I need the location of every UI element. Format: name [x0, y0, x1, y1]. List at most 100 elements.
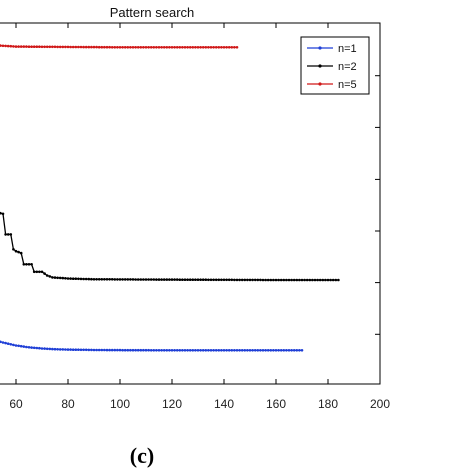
series-point-n=2: [324, 278, 327, 282]
series-point-n=5: [144, 46, 148, 49]
series-point-n=2: [321, 278, 325, 282]
series-point-n=1: [277, 349, 280, 352]
series-point-n=5: [58, 45, 62, 49]
x-tick-label: 140: [214, 397, 234, 411]
series-point-n=5: [214, 46, 218, 49]
series-point-n=5: [32, 45, 36, 48]
series-point-n=1: [12, 343, 15, 347]
series-point-n=2: [100, 278, 104, 281]
x-tick-label: 100: [110, 397, 130, 411]
series-point-n=1: [290, 349, 293, 352]
series-point-n=1: [6, 342, 10, 346]
series-point-n=1: [139, 348, 143, 352]
series-point-n=1: [9, 343, 13, 346]
series-point-n=1: [298, 349, 301, 352]
series-point-n=5: [6, 44, 10, 48]
series-point-n=2: [110, 278, 114, 281]
series-point-n=1: [74, 348, 78, 352]
series-point-n=2: [204, 278, 208, 282]
series-point-n=5: [110, 46, 114, 49]
series-point-n=5: [199, 46, 202, 49]
series-point-n=5: [123, 46, 127, 49]
series-point-n=1: [22, 345, 26, 348]
series-point-n=1: [51, 347, 54, 351]
series-point-n=1: [27, 346, 31, 349]
series-point-n=2: [173, 278, 176, 281]
series-point-n=5: [84, 45, 88, 49]
series-point-n=1: [92, 348, 96, 352]
series-point-n=2: [279, 278, 283, 282]
legend-marker-n=1: [318, 46, 322, 50]
series-point-n=2: [253, 278, 257, 282]
series-point-n=2: [305, 278, 309, 282]
series-point-n=5: [194, 46, 197, 49]
series-point-n=2: [108, 278, 111, 281]
series-point-n=2: [61, 276, 65, 280]
series-point-n=1: [214, 349, 218, 352]
series-point-n=1: [292, 349, 296, 352]
series-point-n=2: [77, 277, 80, 281]
series-point-n=2: [136, 278, 140, 281]
series-point-n=1: [300, 349, 304, 352]
series-point-n=2: [9, 233, 13, 236]
series-point-n=5: [222, 46, 226, 49]
series-point-n=2: [129, 278, 132, 281]
series-point-n=1: [251, 349, 254, 352]
series-point-n=5: [35, 45, 39, 48]
series-point-n=2: [25, 263, 28, 266]
series-point-n=1: [123, 348, 127, 352]
series-point-n=2: [126, 278, 130, 281]
series-point-n=2: [274, 278, 278, 282]
series-point-n=2: [326, 278, 330, 282]
series-point-n=2: [32, 270, 36, 274]
series-point-n=2: [134, 278, 137, 281]
series-point-n=1: [131, 348, 135, 352]
series-point-n=1: [66, 348, 70, 351]
series-point-n=2: [316, 278, 319, 282]
legend-marker-n=5: [318, 82, 322, 86]
series-point-n=2: [181, 278, 184, 282]
series-point-n=1: [110, 348, 114, 352]
series-point-n=1: [4, 341, 7, 345]
series-point-n=2: [238, 278, 241, 282]
x-tick-label: 200: [370, 397, 390, 411]
series-point-n=1: [71, 348, 75, 352]
series-point-n=2: [220, 278, 223, 282]
series-point-n=2: [82, 277, 85, 281]
chart-title: Pattern search: [110, 5, 195, 20]
series-point-n=5: [121, 46, 124, 49]
series-point-n=2: [105, 278, 109, 281]
series-point-n=5: [43, 45, 46, 49]
series-point-n=1: [183, 349, 187, 352]
series-point-n=5: [19, 45, 23, 48]
series-point-n=5: [22, 45, 26, 48]
series-point-n=2: [87, 277, 91, 281]
series-point-n=1: [97, 348, 101, 352]
series-point-n=1: [285, 349, 288, 352]
series-point-n=2: [40, 270, 44, 274]
series-point-n=1: [287, 349, 291, 352]
series-point-n=2: [51, 276, 54, 279]
series-point-n=1: [118, 348, 122, 352]
series-point-n=2: [4, 233, 7, 236]
series-point-n=2: [19, 251, 23, 255]
series-n=2: [0, 211, 340, 282]
x-tick-label: 160: [266, 397, 286, 411]
series-point-n=2: [6, 233, 10, 236]
series-point-n=5: [1, 44, 5, 48]
series-point-n=2: [168, 278, 171, 281]
series-line-n=5: [0, 44, 237, 48]
series-point-n=2: [170, 278, 174, 281]
series-point-n=5: [160, 46, 163, 49]
series-point-n=2: [207, 278, 210, 282]
series-point-n=2: [243, 278, 247, 282]
series-point-n=2: [84, 277, 88, 281]
series-point-n=5: [204, 46, 208, 49]
series-point-n=2: [123, 278, 127, 281]
series-point-n=2: [1, 212, 5, 216]
series-point-n=1: [235, 349, 239, 352]
series-point-n=2: [290, 278, 293, 282]
series-point-n=2: [311, 278, 314, 282]
series-point-n=2: [230, 278, 234, 282]
series-point-n=5: [116, 46, 119, 49]
